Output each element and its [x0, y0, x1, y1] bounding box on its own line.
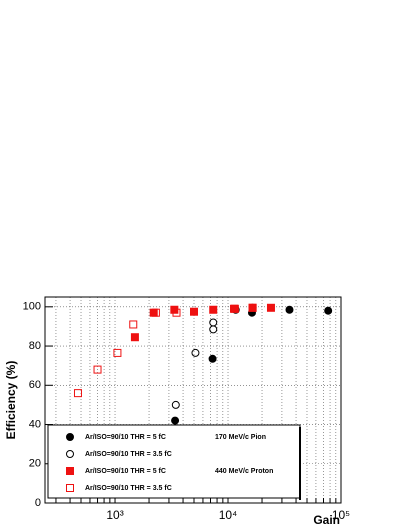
legend-marker: [66, 467, 74, 475]
y-tick-label: 40: [29, 418, 41, 430]
legend-label: Ar/ISO=90/10 THR = 3.5 fC: [85, 451, 172, 458]
y-tick-label: 100: [23, 301, 41, 313]
point: [73, 389, 82, 398]
x-tick-label: 10³: [106, 508, 123, 522]
legend-marker: [66, 484, 74, 492]
legend-beam: 440 MeV/c Proton: [215, 468, 273, 475]
point: [129, 320, 138, 329]
point: [209, 305, 218, 314]
point: [170, 305, 179, 314]
point: [209, 318, 218, 327]
plot-frame: [44, 296, 342, 504]
point: [209, 325, 218, 334]
point: [171, 400, 180, 409]
legend-marker: [66, 433, 74, 441]
y-tick-label: 20: [29, 458, 41, 470]
legend-beam: 170 MeV/c Pion: [215, 434, 266, 441]
point: [190, 307, 199, 316]
point: [113, 348, 122, 357]
x-axis-title: Gain: [313, 513, 340, 527]
point: [324, 306, 333, 315]
point: [248, 303, 257, 312]
y-tick-label: 60: [29, 379, 41, 391]
legend-marker: [66, 450, 74, 458]
point: [191, 348, 200, 357]
point: [172, 308, 181, 317]
point: [208, 354, 217, 363]
point: [285, 305, 294, 314]
y-axis-title: Efficiency (%): [4, 361, 18, 440]
point: [248, 303, 257, 312]
legend-label: Ar/ISO=90/10 THR = 3.5 fC: [85, 485, 172, 492]
point: [230, 304, 239, 313]
legend-label: Ar/ISO=90/10 THR = 5 fC: [85, 468, 166, 475]
x-tick-label: 10⁴: [219, 508, 238, 522]
y-tick-label: 0: [35, 497, 41, 509]
point: [151, 308, 160, 317]
point: [266, 303, 275, 312]
legend: [47, 424, 301, 499]
point: [130, 333, 139, 342]
point: [93, 365, 102, 374]
y-tick-label: 80: [29, 340, 41, 352]
point: [149, 308, 158, 317]
x-tick-label: 10⁵: [332, 508, 350, 522]
legend-label: Ar/ISO=90/10 THR = 5 fC: [85, 434, 166, 441]
point: [171, 416, 180, 425]
